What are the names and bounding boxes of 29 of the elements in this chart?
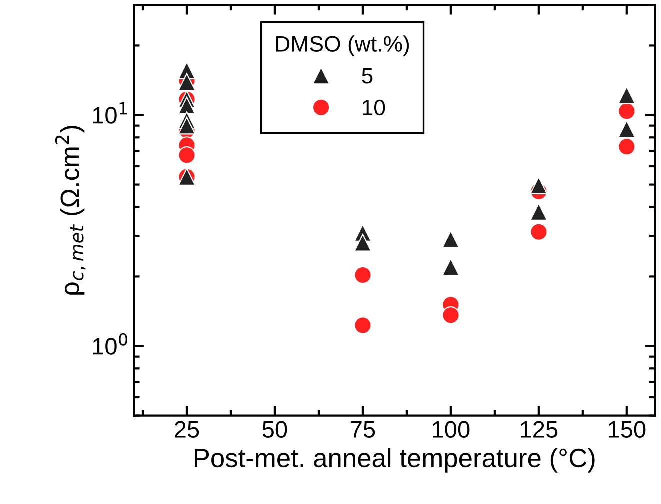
- legend-title: DMSO (wt.%): [276, 36, 410, 56]
- y-tick-label: 10$^{1}$: [93, 102, 128, 124]
- point: [178, 146, 196, 164]
- point: [354, 234, 372, 252]
- point: [530, 223, 548, 241]
- point: [442, 258, 460, 276]
- x-tick-label: 150: [609, 421, 646, 438]
- point: [530, 203, 548, 221]
- legend-label: 5: [362, 68, 373, 84]
- point: [178, 96, 196, 115]
- point: [178, 116, 196, 135]
- x-tick-label: 125: [521, 421, 558, 438]
- x-tick-label: 50: [262, 421, 288, 438]
- x-axis-title: Post-met. anneal temperature (°C): [194, 448, 595, 473]
- point: [618, 86, 636, 104]
- legend-label: 10: [362, 100, 386, 116]
- x-tick-label: 100: [433, 421, 470, 438]
- point: [442, 306, 460, 324]
- point: [530, 176, 548, 194]
- point: [354, 316, 372, 334]
- point: [618, 102, 636, 120]
- y-axis-title: ρ$_{c,met}$ (Ω.cm$^{2}$): [55, 126, 86, 295]
- x-tick-label: 25: [175, 421, 200, 438]
- point: [618, 138, 636, 156]
- point: [442, 230, 460, 248]
- point: [618, 120, 636, 138]
- point: [354, 266, 372, 284]
- x-tick-label: 75: [351, 422, 376, 438]
- y-tick-label: 10$^{0}$: [93, 333, 128, 355]
